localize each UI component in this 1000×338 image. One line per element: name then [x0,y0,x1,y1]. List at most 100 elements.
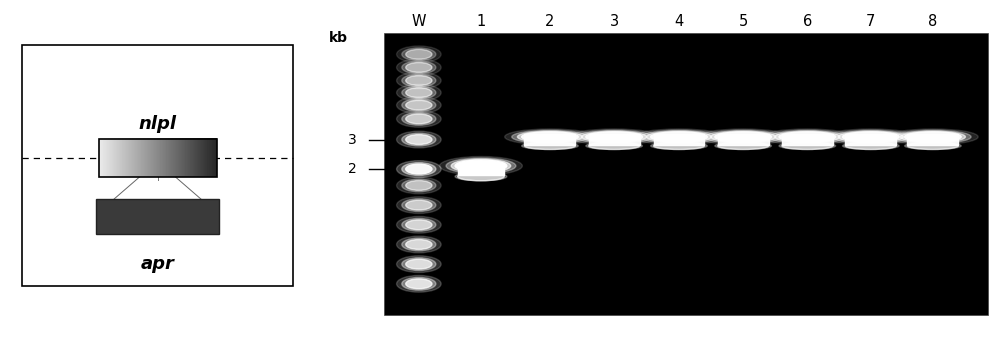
Ellipse shape [512,130,588,144]
Ellipse shape [402,48,436,61]
Ellipse shape [406,63,432,72]
Ellipse shape [779,132,836,142]
Ellipse shape [905,142,961,149]
Ellipse shape [762,129,853,145]
Ellipse shape [402,113,436,125]
Ellipse shape [397,256,441,272]
Text: 2: 2 [545,14,555,29]
Ellipse shape [406,76,432,86]
Ellipse shape [522,142,578,149]
Text: kb: kb [329,31,348,45]
Ellipse shape [406,279,432,289]
Text: nlpl: nlpl [138,115,176,133]
Ellipse shape [455,160,507,172]
Ellipse shape [775,131,840,143]
Ellipse shape [406,49,432,59]
Ellipse shape [589,142,640,149]
Text: 2: 2 [348,162,356,176]
Ellipse shape [838,131,903,143]
Ellipse shape [446,158,516,174]
Bar [384,33,988,315]
Ellipse shape [833,130,909,144]
Ellipse shape [888,129,978,145]
Text: 7: 7 [866,14,875,29]
Ellipse shape [769,130,846,144]
Ellipse shape [782,142,833,149]
Ellipse shape [402,99,436,112]
Ellipse shape [651,142,707,149]
Ellipse shape [397,111,441,127]
Ellipse shape [397,72,441,89]
Ellipse shape [711,131,776,143]
Bar [458,163,504,175]
Ellipse shape [654,142,704,149]
Ellipse shape [586,132,642,142]
Text: 4: 4 [674,14,684,29]
Text: apr: apr [141,255,174,273]
Ellipse shape [402,74,436,87]
Ellipse shape [582,131,647,143]
Text: 5: 5 [739,14,748,29]
Ellipse shape [843,142,899,149]
Ellipse shape [705,130,781,144]
Ellipse shape [406,135,432,144]
Ellipse shape [397,59,441,76]
Bar [589,134,640,145]
Ellipse shape [406,259,432,269]
Ellipse shape [576,130,652,144]
Ellipse shape [402,86,436,99]
Text: 3: 3 [610,14,619,29]
Ellipse shape [402,238,436,251]
Bar [782,134,833,145]
Ellipse shape [402,179,436,192]
Text: 8: 8 [928,14,938,29]
Ellipse shape [397,46,441,63]
Ellipse shape [397,236,441,253]
Ellipse shape [406,220,432,230]
Ellipse shape [406,100,432,110]
Ellipse shape [406,114,432,124]
Ellipse shape [715,142,771,149]
Ellipse shape [397,275,441,292]
Ellipse shape [402,277,436,290]
Ellipse shape [406,240,432,249]
Ellipse shape [524,142,575,149]
Ellipse shape [402,133,436,146]
Bar [96,199,219,234]
Bar [907,134,958,145]
Ellipse shape [397,197,441,214]
Text: W: W [412,14,426,29]
Ellipse shape [522,132,578,142]
Ellipse shape [397,97,441,114]
Ellipse shape [397,216,441,233]
Ellipse shape [397,131,441,148]
Bar [845,134,896,145]
Ellipse shape [406,164,432,174]
Ellipse shape [905,132,961,142]
Ellipse shape [843,132,899,142]
Ellipse shape [517,131,582,143]
Bar [22,45,293,286]
Ellipse shape [402,218,436,231]
Ellipse shape [641,130,717,144]
Bar [524,134,575,145]
Bar [654,134,704,145]
Ellipse shape [826,129,916,145]
Ellipse shape [402,258,436,270]
Ellipse shape [451,159,511,173]
Text: 6: 6 [803,14,812,29]
Bar [718,134,769,145]
Ellipse shape [458,172,504,181]
Ellipse shape [646,131,712,143]
Ellipse shape [698,129,788,145]
Ellipse shape [455,172,507,181]
Ellipse shape [718,142,769,149]
Bar [98,139,216,177]
Ellipse shape [845,142,896,149]
Text: 3: 3 [348,132,356,147]
Ellipse shape [406,200,432,210]
Ellipse shape [402,163,436,175]
Ellipse shape [586,142,642,149]
Ellipse shape [505,129,595,145]
Ellipse shape [406,180,432,190]
